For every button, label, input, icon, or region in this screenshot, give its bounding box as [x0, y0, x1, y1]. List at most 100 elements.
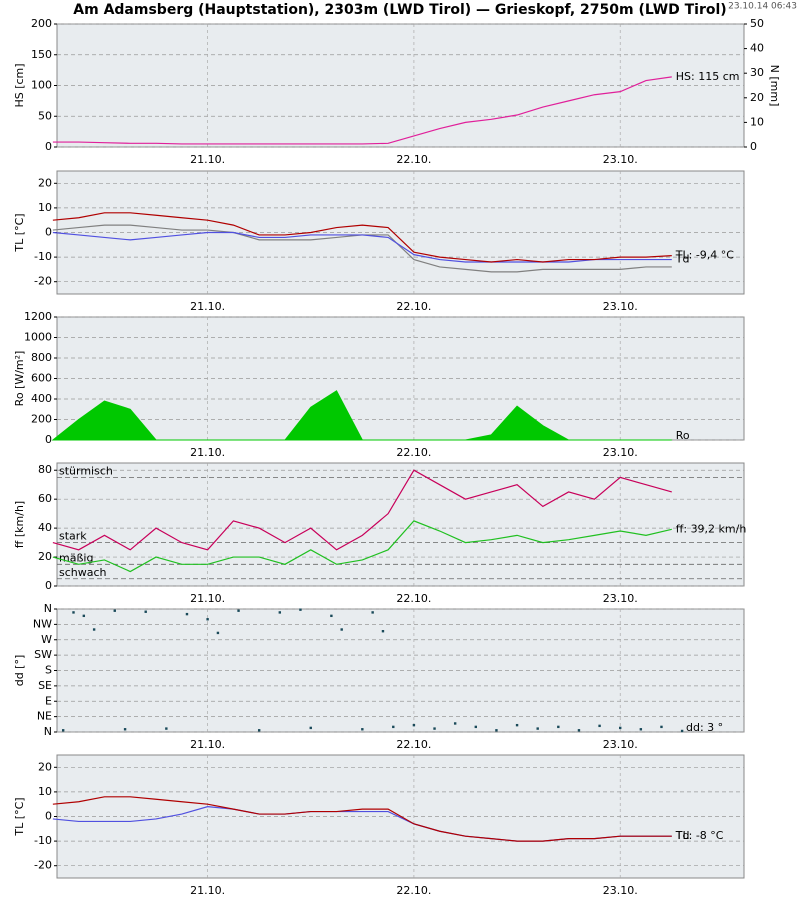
y-tick-label: 100 — [31, 79, 52, 92]
point — [237, 609, 240, 612]
chart-title: Am Adamsberg (Hauptstation), 2303m (LWD … — [73, 2, 726, 18]
line — [52, 469, 672, 551]
point — [495, 729, 498, 732]
y-axis-label: HS [cm] — [13, 63, 26, 107]
x-tick-label: 21.10. — [190, 592, 225, 605]
y-tick-label: 10 — [38, 785, 52, 798]
line — [52, 520, 672, 573]
x-tick-label: 23.10. — [603, 446, 638, 459]
point — [113, 609, 116, 612]
point — [82, 614, 86, 618]
x-tick-label: 21.10. — [190, 446, 225, 459]
y-tick-label: W — [41, 633, 52, 646]
y-tick-label: 400 — [31, 392, 52, 405]
y-tick-label: 50 — [38, 109, 52, 122]
point — [340, 628, 343, 631]
y2-tick-label: 30 — [750, 66, 764, 79]
x-tick-label: 21.10. — [190, 153, 225, 166]
point — [185, 612, 189, 616]
series-label: TL: -9,4 °C — [675, 249, 735, 262]
plot-area — [56, 462, 745, 587]
y-tick-label: -10 — [34, 834, 52, 847]
y-tick-label: -20 — [34, 275, 52, 288]
y-tick-label: 20 — [38, 760, 52, 773]
point — [299, 608, 302, 611]
y-axis-label: TL [°C] — [13, 797, 26, 836]
series-label: TL: -8 °C — [675, 829, 724, 842]
point — [515, 723, 519, 727]
y-axis-label: TL [°C] — [13, 213, 26, 252]
point — [216, 631, 220, 635]
series-label: dd: 3 ° — [686, 721, 723, 734]
x-tick-label: 23.10. — [603, 153, 638, 166]
series-label: Td — [675, 253, 690, 266]
y-tick-label: 600 — [31, 372, 52, 385]
y-axis-label: dd [°] — [13, 655, 26, 687]
point — [660, 725, 663, 729]
y-tick-label: 1000 — [24, 331, 52, 344]
point — [72, 611, 75, 614]
point — [680, 729, 684, 733]
line — [52, 212, 672, 263]
y-axis-label: Ro [W/m²] — [13, 351, 26, 407]
y-tick-label: E — [45, 694, 52, 707]
point — [206, 618, 209, 621]
threshold-label: stark — [59, 530, 87, 543]
point — [330, 614, 333, 618]
y-tick-label: 800 — [31, 351, 52, 364]
x-tick-label: 23.10. — [603, 300, 638, 313]
y2-tick-label: 40 — [750, 42, 764, 55]
point — [453, 722, 457, 725]
point — [536, 727, 539, 730]
threshold-label: stürmisch — [59, 464, 113, 477]
point — [144, 610, 147, 613]
point — [598, 724, 601, 728]
y-tick-label: 0 — [45, 810, 52, 823]
point — [278, 611, 282, 614]
y-tick-label: 0 — [45, 579, 52, 592]
y-tick-label: N — [44, 725, 52, 738]
point — [92, 628, 96, 631]
x-tick-label: 22.10. — [396, 300, 431, 313]
x-tick-label: 23.10. — [603, 884, 638, 897]
point — [165, 727, 168, 730]
point — [557, 725, 560, 729]
y-tick-label: 0 — [45, 433, 52, 446]
y-tick-label: 20 — [38, 176, 52, 189]
threshold-label: schwach — [59, 566, 107, 579]
series-label: Ro — [676, 429, 690, 442]
y2-tick-label: 20 — [750, 91, 764, 104]
point — [577, 729, 581, 732]
y-tick-label: 40 — [38, 521, 52, 534]
x-tick-label: 23.10. — [603, 738, 638, 751]
point — [309, 726, 312, 730]
x-tick-label: 21.10. — [190, 738, 225, 751]
x-tick-label: 22.10. — [396, 738, 431, 751]
y2-axis-label: N [mm] — [768, 65, 781, 107]
point — [433, 727, 436, 730]
y-tick-label: 150 — [31, 48, 52, 61]
y2-tick-label: 50 — [750, 17, 764, 30]
timestamp: 23.10.14 06:43 — [728, 2, 797, 12]
y-tick-label: SW — [34, 648, 52, 661]
area — [51, 390, 672, 441]
y2-tick-label: 0 — [750, 140, 757, 153]
point — [412, 723, 416, 727]
y-tick-label: N — [44, 602, 52, 615]
x-tick-label: 22.10. — [396, 446, 431, 459]
y-tick-label: -10 — [34, 250, 52, 263]
point — [361, 728, 364, 731]
point — [257, 729, 261, 732]
y-axis-label: ff [km/h] — [13, 501, 26, 548]
y-tick-label: 80 — [38, 463, 52, 476]
point — [371, 611, 374, 614]
point — [123, 728, 127, 731]
y-tick-label: 200 — [31, 17, 52, 30]
y-tick-label: SE — [38, 679, 52, 692]
y-tick-label: NW — [33, 617, 52, 630]
series-label: HS: 115 cm — [676, 70, 740, 83]
point — [61, 729, 65, 732]
point — [619, 726, 622, 730]
y-tick-label: 0 — [45, 226, 52, 239]
x-tick-label: 22.10. — [396, 884, 431, 897]
